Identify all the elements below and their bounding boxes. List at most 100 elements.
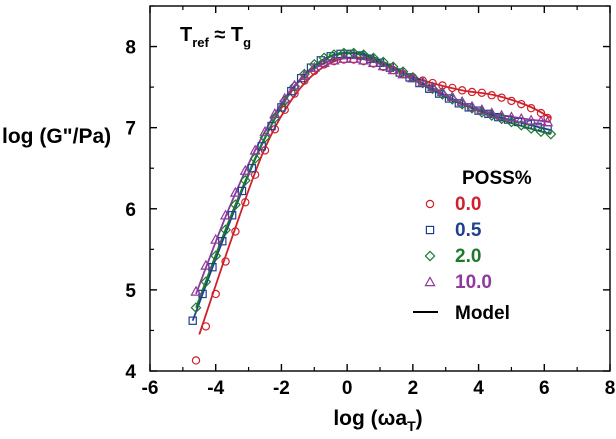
data-point-2.0 (210, 250, 222, 262)
data-point-2.0 (328, 49, 340, 61)
data-point-2.0 (348, 47, 360, 59)
x-tick-label: 2 (408, 378, 419, 399)
data-point-10.0 (515, 112, 527, 123)
data-point-0.5 (267, 121, 276, 131)
data-point-0.5 (188, 316, 197, 325)
data-point-2.0 (318, 52, 330, 64)
data-point-10.0 (328, 54, 340, 65)
data-point-10.0 (535, 115, 547, 126)
legend-label-10.0: 10.0 (455, 272, 492, 293)
data-point-10.0 (456, 95, 468, 106)
legend-label-0.5: 0.5 (455, 220, 482, 241)
x-tick-label: 4 (473, 378, 484, 399)
data-point-0.0 (467, 87, 477, 97)
tref-annotation: Tref ≈ Tg (180, 24, 251, 50)
data-point-0.0 (221, 257, 230, 266)
legend-marker-0.0 (425, 199, 435, 209)
data-point-2.0 (269, 112, 281, 124)
data-point-0.0 (231, 227, 240, 236)
data-point-10.0 (348, 52, 360, 63)
legend: POSS% 0.0 0.5 2.0 10.0 Model (413, 168, 532, 324)
data-point-10.0 (279, 92, 291, 103)
legend-label-2.0: 2.0 (455, 246, 481, 267)
data-point-10.0 (229, 186, 242, 197)
data-point-10.0 (377, 60, 389, 71)
legend-items: 0.0 0.5 2.0 10.0 (424, 194, 492, 293)
anno-approx: ≈ T (209, 24, 243, 46)
data-point-10.0 (541, 116, 554, 127)
x-tick-label: 8 (605, 378, 616, 399)
data-point-10.0 (210, 233, 222, 244)
data-point-2.0 (220, 224, 232, 236)
data-point-2.0 (298, 68, 310, 80)
data-point-2.0 (190, 302, 202, 314)
data-point-2.0 (200, 276, 212, 288)
data-point-10.0 (525, 114, 537, 125)
data-point-2.0 (358, 49, 370, 61)
data-point-0.5 (464, 103, 473, 112)
data-point-10.0 (367, 56, 380, 67)
data-point-0.5 (425, 84, 434, 93)
x-tick-label: -4 (207, 378, 224, 399)
data-point-0.0 (477, 88, 487, 97)
y-tick-label: 4 (125, 362, 136, 383)
x-label-sub: T (407, 418, 416, 434)
legend-marker-10.0 (424, 276, 436, 287)
data-point-10.0 (486, 107, 498, 118)
data-point-10.0 (269, 108, 281, 119)
data-point-2.0 (417, 77, 429, 89)
y-tick-label: 7 (125, 119, 136, 140)
data-point-10.0 (308, 61, 320, 72)
data-point-10.0 (239, 164, 251, 175)
data-point-10.0 (505, 111, 518, 122)
data-point-10.0 (298, 69, 311, 80)
data-point-2.0 (367, 52, 379, 64)
data-point-0.0 (457, 86, 467, 95)
data-point-2.0 (308, 58, 320, 70)
data-point-0.0 (241, 198, 250, 207)
data-point-10.0 (397, 68, 409, 79)
x-tick-label: 0 (342, 378, 353, 399)
data-point-10.0 (219, 209, 232, 220)
data-point-10.0 (288, 79, 301, 90)
data-point-0.5 (257, 142, 266, 151)
data-point-0.5 (415, 78, 424, 88)
x-tick-label: 6 (539, 378, 550, 399)
data-point-10.0 (495, 109, 508, 120)
data-point-0.5 (237, 186, 247, 196)
data-point-10.0 (200, 259, 212, 270)
data-point-10.0 (407, 72, 419, 83)
y-tick-label: 6 (125, 200, 136, 221)
data-point-2.0 (377, 56, 389, 68)
anno-sub-ref: ref (192, 35, 209, 50)
data-point-0.5 (434, 89, 444, 98)
data-point-2.0 (535, 126, 547, 138)
data-point-0.0 (191, 356, 201, 365)
data-point-0.5 (247, 164, 257, 173)
y-tick-label: 8 (125, 38, 136, 59)
axis-ticks: -6 -4 -2 0 2 4 6 8 4 5 6 7 8 (125, 5, 616, 399)
legend-marker-0.5 (425, 225, 435, 235)
x-label-main: log (ωa (333, 407, 407, 430)
anno-sub-g: g (243, 35, 251, 50)
data-point-10.0 (338, 52, 350, 63)
data-point-2.0 (229, 199, 241, 211)
x-axis-label: log (ωaT) (333, 407, 422, 434)
data-point-2.0 (397, 66, 409, 78)
legend-marker-2.0 (424, 250, 436, 262)
data-point-10.0 (417, 76, 429, 87)
data-point-10.0 (476, 103, 488, 115)
data-point-0.0 (497, 93, 506, 102)
data-point-2.0 (338, 47, 350, 59)
data-point-0.5 (277, 103, 286, 112)
data-point-0.0 (201, 322, 211, 331)
legend-model-label: Model (455, 303, 510, 324)
x-tick-label: -6 (142, 378, 159, 399)
data-point-2.0 (249, 153, 261, 164)
data-point-10.0 (318, 56, 330, 67)
data-point-0.5 (454, 99, 464, 108)
y-axis-label: log (G"/Pa) (2, 125, 111, 148)
legend-title: POSS% (462, 168, 532, 189)
model-lines (191, 51, 552, 335)
data-point-10.0 (190, 285, 202, 296)
